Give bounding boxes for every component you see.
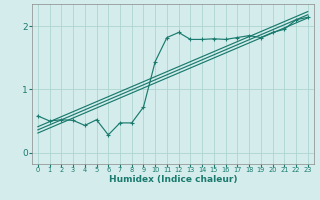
- X-axis label: Humidex (Indice chaleur): Humidex (Indice chaleur): [108, 175, 237, 184]
